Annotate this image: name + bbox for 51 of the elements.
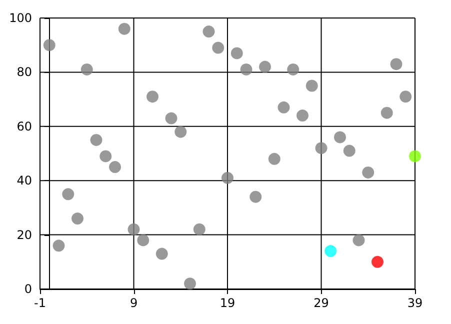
point — [334, 131, 346, 144]
point — [100, 150, 112, 162]
point — [118, 22, 130, 35]
point — [230, 47, 243, 60]
point — [400, 90, 412, 103]
point — [259, 60, 271, 73]
point — [380, 106, 393, 119]
y-tick-label: 0 — [24, 282, 32, 296]
point — [137, 234, 150, 246]
y-tick-label: 100 — [9, 11, 32, 25]
point — [184, 278, 196, 290]
point — [409, 150, 421, 162]
point — [222, 172, 234, 184]
point — [90, 134, 102, 146]
y-tick-label: 80 — [16, 65, 32, 80]
point — [287, 63, 300, 76]
point — [52, 240, 65, 252]
point — [80, 63, 93, 76]
point — [212, 42, 224, 54]
point — [372, 256, 384, 268]
point — [128, 223, 140, 236]
x-tick-label: 39 — [407, 296, 423, 310]
point — [193, 223, 206, 236]
point — [250, 190, 262, 203]
x-tick-label: 29 — [314, 296, 329, 310]
point — [278, 101, 290, 114]
x-tick-label: -1 — [34, 296, 46, 310]
point — [62, 188, 74, 200]
point — [174, 126, 187, 138]
point — [268, 152, 280, 165]
point — [296, 110, 308, 122]
x-tick-label: 19 — [220, 296, 236, 310]
point — [390, 58, 402, 70]
point — [362, 166, 374, 178]
point — [165, 112, 178, 124]
point — [109, 161, 121, 174]
point — [240, 63, 252, 76]
point — [352, 234, 365, 246]
point — [43, 39, 56, 52]
point — [72, 212, 84, 225]
point — [156, 248, 168, 260]
y-tick-label: 40 — [16, 174, 32, 188]
point — [343, 144, 356, 157]
point — [202, 26, 215, 38]
y-tick-label: 20 — [16, 228, 32, 242]
y-tick-label: 60 — [16, 119, 32, 134]
point — [146, 90, 158, 103]
point — [315, 142, 328, 154]
point — [306, 80, 318, 92]
x-tick-label: 9 — [130, 296, 138, 310]
point — [324, 245, 337, 258]
